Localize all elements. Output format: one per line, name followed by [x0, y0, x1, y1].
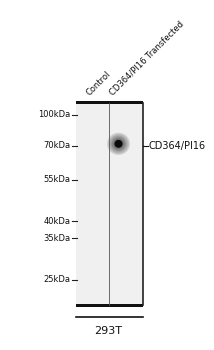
Text: CD364/PI16: CD364/PI16: [148, 141, 205, 150]
Ellipse shape: [111, 137, 126, 151]
Ellipse shape: [114, 140, 123, 148]
Ellipse shape: [115, 140, 122, 147]
Ellipse shape: [109, 134, 128, 153]
Ellipse shape: [114, 139, 123, 148]
Text: 35kDa: 35kDa: [44, 234, 71, 243]
Ellipse shape: [117, 142, 120, 146]
Text: Control: Control: [84, 70, 112, 97]
Text: 55kDa: 55kDa: [44, 175, 71, 184]
Ellipse shape: [116, 141, 121, 146]
Ellipse shape: [108, 134, 129, 154]
Text: 293T: 293T: [95, 326, 123, 336]
Bar: [76, 304, 143, 307]
Ellipse shape: [112, 138, 125, 150]
Ellipse shape: [118, 143, 119, 145]
Ellipse shape: [110, 136, 126, 152]
Text: 40kDa: 40kDa: [44, 217, 71, 226]
Ellipse shape: [109, 135, 128, 153]
Text: 100kDa: 100kDa: [39, 110, 71, 119]
Ellipse shape: [117, 142, 120, 145]
Ellipse shape: [113, 138, 124, 149]
Bar: [76, 103, 143, 305]
Ellipse shape: [116, 142, 121, 146]
Text: 70kDa: 70kDa: [44, 141, 71, 150]
Ellipse shape: [107, 133, 130, 155]
Ellipse shape: [107, 133, 129, 155]
Ellipse shape: [112, 138, 125, 150]
Ellipse shape: [114, 139, 123, 149]
Ellipse shape: [114, 140, 122, 148]
Text: 25kDa: 25kDa: [44, 275, 71, 284]
Bar: [76, 101, 143, 104]
Ellipse shape: [115, 141, 122, 147]
Ellipse shape: [108, 134, 128, 154]
Ellipse shape: [117, 143, 120, 145]
Ellipse shape: [115, 140, 122, 148]
Ellipse shape: [108, 133, 129, 154]
Text: CD364/PI16 Transfected: CD364/PI16 Transfected: [108, 20, 186, 97]
Ellipse shape: [111, 136, 126, 151]
Ellipse shape: [112, 137, 125, 150]
Ellipse shape: [110, 135, 127, 152]
Ellipse shape: [110, 136, 127, 152]
Ellipse shape: [113, 139, 124, 149]
